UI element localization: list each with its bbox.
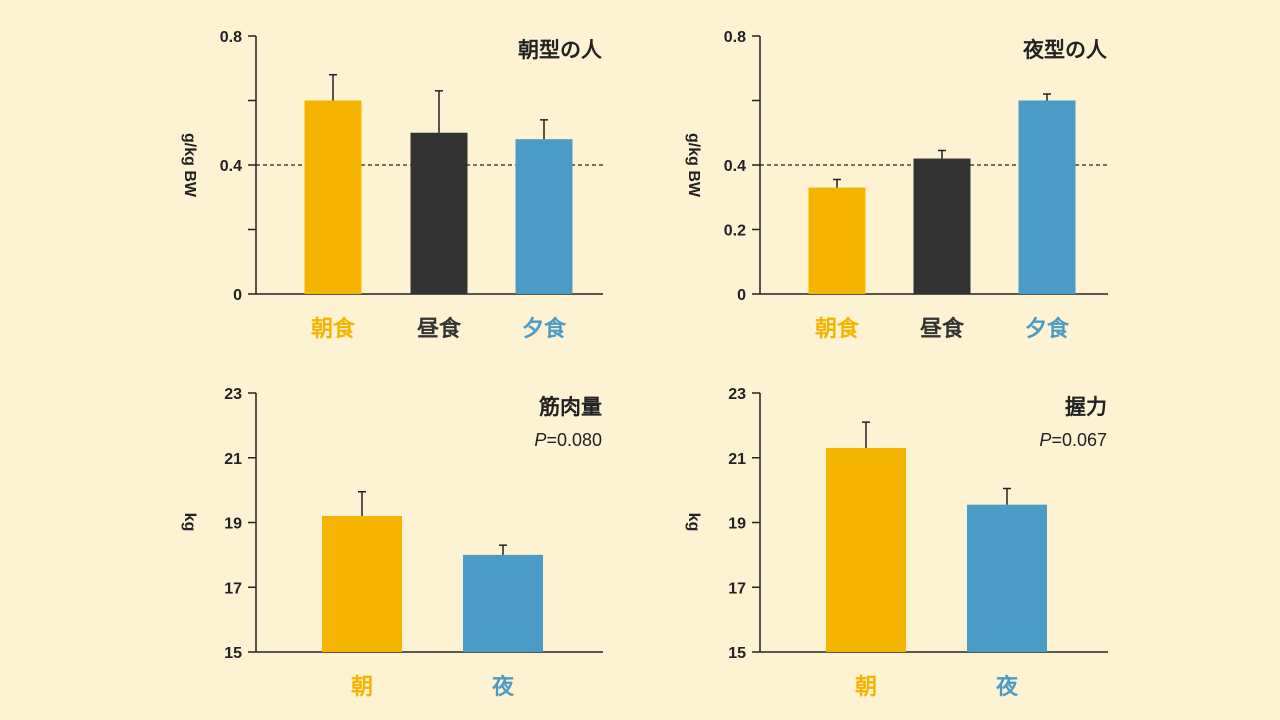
bar-夜 [463, 554, 543, 652]
category-label: 夜 [491, 674, 515, 700]
y-tick-label: 19 [224, 516, 242, 533]
category-label: 夕食 [1025, 316, 1070, 342]
y-axis-label: kg [181, 513, 198, 532]
chart-title: 握力 [1065, 395, 1107, 419]
bar-朝 [826, 448, 906, 652]
chart-panel-2: 0 0.2 0.4 0.8 朝食 昼食 夕食 夜型の人 g/kg BW [685, 29, 1108, 342]
chart-title: 朝型の人 [518, 38, 602, 62]
chart-title: 筋肉量 [538, 395, 602, 419]
category-label: 朝 [351, 674, 373, 700]
y-tick-label: 0 [737, 287, 746, 304]
y-axis-label: kg [685, 513, 702, 532]
chart-title: 夜型の人 [1022, 38, 1107, 62]
y-tick-label: 0.4 [724, 158, 746, 175]
y-tick-label: 0 [233, 287, 242, 304]
chart-panel-3: 15 17 19 21 23 朝 夜 筋肉量 P=0.080 kg [181, 386, 603, 700]
y-axis-label: g/kg BW [685, 133, 702, 198]
category-label: 夕食 [522, 316, 567, 342]
y-tick-label: 15 [224, 645, 242, 662]
y-tick-label: 17 [224, 580, 242, 597]
bar-夕食 [515, 139, 573, 294]
category-label: 昼食 [920, 316, 965, 342]
bar-朝 [322, 516, 402, 652]
y-tick-label: 19 [728, 516, 746, 533]
bar-朝食 [304, 100, 362, 294]
y-tick-label: 0.4 [220, 158, 242, 175]
p-value: P=0.067 [1039, 430, 1107, 450]
y-tick-label: 0.8 [220, 29, 242, 46]
y-tick-label: 0.8 [724, 29, 746, 46]
chart-panel-4: 15 17 19 21 23 朝 夜 握力 P=0.067 kg [685, 386, 1108, 700]
chart-panel-1: 0 0.4 0.8 朝食 昼食 夕食 朝型の人 g/kg BW [181, 29, 603, 342]
bar-昼食 [913, 158, 971, 294]
bar-朝食 [808, 187, 866, 294]
bar-昼食 [410, 132, 468, 294]
y-tick-label: 23 [728, 386, 746, 403]
bar-夜 [967, 504, 1047, 652]
category-label: 夜 [995, 674, 1019, 700]
y-tick-label: 21 [728, 451, 746, 468]
category-label: 朝食 [311, 316, 356, 342]
category-label: 朝食 [815, 316, 860, 342]
p-value: P=0.080 [534, 430, 602, 450]
y-axis-label: g/kg BW [181, 133, 198, 198]
bar-夕食 [1018, 100, 1076, 294]
y-tick-label: 17 [728, 580, 746, 597]
y-tick-label: 21 [224, 451, 242, 468]
y-tick-label: 15 [728, 645, 746, 662]
category-label: 昼食 [417, 316, 462, 342]
category-label: 朝 [855, 674, 877, 700]
y-tick-label: 0.2 [724, 223, 746, 240]
y-tick-label: 23 [224, 386, 242, 403]
